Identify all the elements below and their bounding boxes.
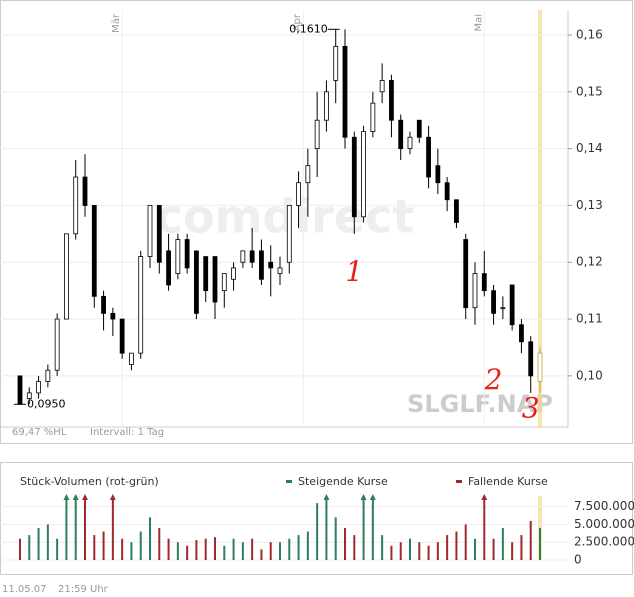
date: 11.05.07 bbox=[2, 584, 47, 595]
symbol: SLGLF.NAP bbox=[407, 390, 553, 418]
candle-body bbox=[305, 165, 311, 184]
legend-down: Fallende Kurse bbox=[468, 475, 548, 488]
candle-body bbox=[500, 307, 506, 310]
watermark: comdirect bbox=[156, 190, 415, 244]
y-tick-label: 0,13 bbox=[576, 198, 603, 212]
candle-body bbox=[129, 352, 134, 365]
candle-body bbox=[333, 45, 339, 81]
candle-body bbox=[138, 256, 144, 354]
clip-arrow bbox=[109, 494, 116, 500]
candle-body bbox=[435, 165, 441, 184]
candle-body bbox=[175, 239, 181, 275]
handwritten-note: 2 bbox=[484, 363, 503, 396]
candle-body bbox=[221, 273, 227, 292]
candle-body bbox=[212, 256, 218, 303]
time: 21:59 Uhr bbox=[58, 584, 109, 595]
high-label: 0,1610 bbox=[289, 22, 328, 35]
candle-body bbox=[268, 261, 274, 269]
candle-body bbox=[407, 136, 413, 150]
candle-body bbox=[528, 341, 534, 377]
candle-body bbox=[379, 80, 385, 93]
candle-body bbox=[361, 131, 366, 218]
candle-body bbox=[481, 273, 487, 292]
clip-arrow bbox=[323, 494, 330, 500]
handwritten-note: 3 bbox=[522, 391, 540, 424]
candle-body bbox=[119, 318, 125, 354]
candle-body bbox=[426, 136, 431, 178]
candle-body bbox=[166, 250, 171, 286]
candle-body bbox=[45, 369, 51, 382]
candle-body bbox=[91, 205, 97, 297]
candle-body bbox=[416, 119, 422, 138]
hl-label: 69,47 %HL bbox=[12, 427, 67, 438]
legend-up: Steigende Kurse bbox=[298, 475, 388, 488]
candle-body bbox=[509, 284, 515, 326]
candle-body bbox=[314, 119, 320, 150]
candle-body bbox=[54, 318, 60, 371]
candle-body bbox=[389, 80, 394, 121]
candle-body bbox=[156, 205, 162, 263]
candle-body bbox=[194, 250, 199, 314]
candle-body bbox=[203, 256, 209, 292]
candle-body bbox=[351, 136, 357, 218]
candle-body bbox=[472, 273, 478, 309]
candle-body bbox=[249, 250, 255, 263]
month-label: Mai bbox=[473, 14, 484, 32]
candle-body bbox=[36, 381, 41, 394]
vol-tick-label: 2.500.000 bbox=[574, 535, 634, 549]
y-tick-label: 0,15 bbox=[576, 84, 603, 98]
candle-body bbox=[398, 119, 404, 150]
vol-tick-label: 7.500.000 bbox=[574, 499, 634, 513]
y-tick-label: 0,16 bbox=[576, 27, 603, 41]
handwritten-note: 1 bbox=[345, 255, 363, 288]
candle-body bbox=[17, 375, 23, 405]
y-tick-label: 0,12 bbox=[576, 255, 603, 269]
candle-body bbox=[454, 199, 459, 223]
candle-body bbox=[64, 233, 69, 320]
candle-body bbox=[463, 239, 469, 309]
clip-arrow bbox=[360, 494, 367, 500]
candle-body bbox=[26, 392, 32, 399]
vol-tick-label: 5.000.000 bbox=[574, 517, 634, 531]
y-tick-label: 0,10 bbox=[576, 368, 603, 382]
low-label: 0,0950 bbox=[27, 397, 66, 410]
candle-body bbox=[110, 312, 116, 320]
clip-arrow bbox=[63, 494, 70, 500]
candle-body bbox=[73, 176, 79, 235]
candle-body bbox=[184, 239, 190, 269]
month-label: Mär bbox=[111, 13, 122, 33]
y-tick-label: 0,14 bbox=[576, 141, 603, 155]
candle-body bbox=[491, 290, 496, 314]
highlight-band bbox=[538, 10, 542, 427]
clip-arrow bbox=[481, 494, 488, 500]
candle-body bbox=[286, 205, 292, 263]
clip-arrow bbox=[369, 494, 376, 500]
legend-up-swatch bbox=[286, 480, 292, 483]
y-tick-label: 0,11 bbox=[576, 312, 603, 326]
candle-body bbox=[259, 250, 264, 280]
vol-tick-label: 0 bbox=[574, 553, 582, 567]
volume-title: Stück-Volumen (rot-grün) bbox=[20, 475, 159, 488]
candle-body bbox=[82, 176, 88, 206]
candle-body bbox=[147, 205, 153, 257]
candle-body bbox=[519, 324, 524, 343]
candle-body bbox=[537, 352, 543, 382]
month-label: Apr bbox=[292, 13, 303, 31]
candle-body bbox=[231, 267, 236, 280]
candle-body bbox=[324, 91, 329, 121]
legend-down-swatch bbox=[456, 480, 462, 483]
candle-body bbox=[240, 250, 246, 263]
candle-body bbox=[342, 45, 348, 138]
candle-body bbox=[444, 182, 450, 201]
clip-arrow bbox=[82, 494, 88, 500]
candle-body bbox=[101, 295, 106, 314]
candle-body bbox=[296, 182, 301, 206]
candle-body bbox=[370, 102, 376, 132]
price-panel bbox=[0, 0, 633, 444]
candle-body bbox=[277, 267, 283, 275]
interval-label: Intervall: 1 Tag bbox=[90, 427, 164, 438]
clip-arrow bbox=[72, 494, 79, 500]
